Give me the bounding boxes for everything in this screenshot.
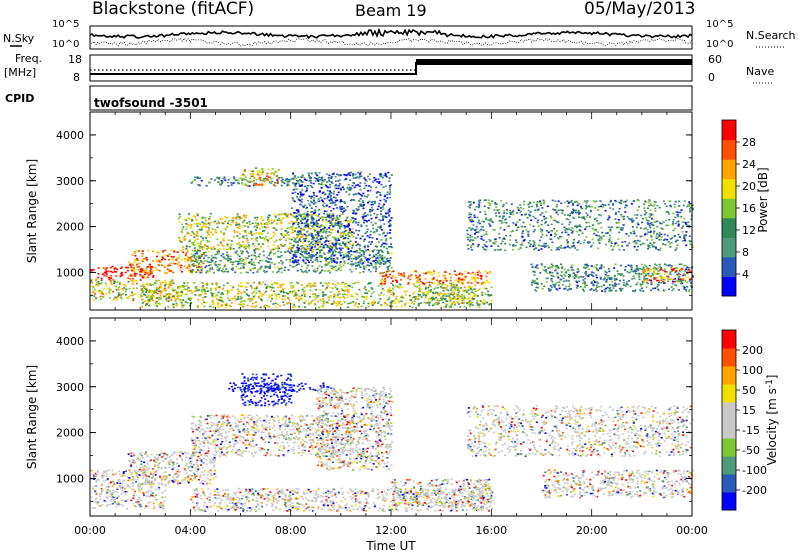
- nave-tick-low: 0: [708, 71, 715, 84]
- noise-panel: N.Sky 10^5 10^0 10^5 10^0 N.Search: [3, 19, 796, 50]
- colorbar-tick-label: 200: [742, 344, 763, 357]
- echo-region: [240, 167, 280, 187]
- cpid-panel: CPID twofsound -3501: [5, 85, 693, 111]
- freq-tick-low: 8: [73, 71, 80, 84]
- station-title: Blackstone (fitACF): [92, 0, 254, 19]
- colorbar-tick-label: -100: [742, 464, 767, 477]
- colorbar-tick-label: 50: [742, 384, 756, 397]
- echo-region: [315, 386, 393, 471]
- y-tick-label: 2000: [56, 221, 84, 234]
- nsearch-label: N.Search: [746, 29, 796, 42]
- x-tick-label: 08:00: [275, 524, 307, 537]
- velocity-colorbar-label: Velocity [m s-1]: [765, 375, 779, 466]
- x-tick-label: 00:00: [676, 524, 708, 537]
- noise-sky-line: [89, 27, 693, 40]
- echo-region: [90, 469, 167, 510]
- y-tick-label: 4000: [56, 335, 84, 348]
- date-title: 05/May/2013: [584, 0, 696, 19]
- freq-unit-label: [MHz]: [4, 66, 36, 79]
- y-tick-label: 1000: [56, 472, 84, 485]
- colorbar-tick-label: 15: [742, 404, 756, 417]
- x-tick-label: 16:00: [475, 524, 507, 537]
- colorbar-tick-label: 12: [742, 224, 756, 237]
- nave-label: Nave: [746, 65, 774, 78]
- colorbar-tick-label: 24: [742, 158, 756, 171]
- frequency-panel: Freq. [MHz] 18 8 60 0 Nave: [4, 52, 774, 84]
- velocity-y-label: Slant Range [km]: [25, 365, 39, 469]
- y-tick-label: 4000: [56, 129, 84, 142]
- echo-region: [240, 373, 293, 407]
- noise-tick-low-right: 10^0: [706, 39, 733, 50]
- x-tick-label: 12:00: [375, 524, 407, 537]
- colorbar-tick-label: 8: [742, 246, 749, 259]
- x-tick-label: 00:00: [74, 524, 106, 537]
- echo-region: [466, 199, 694, 252]
- x-tick-label: 04:00: [174, 524, 206, 537]
- cpid-value: twofsound -3501: [94, 96, 208, 110]
- noise-tick-low-left: 10^0: [52, 39, 79, 50]
- x-axis-ticks: 00:00 04:00 08:00 12:00 16:00 20:00 00:00: [74, 524, 708, 537]
- velocity-panel: 1000 2000 3000 4000 Slant Range [km] 200 100…: [25, 317, 779, 517]
- echo-region: [642, 267, 694, 283]
- echo-region: [140, 281, 481, 309]
- power-colorbar: 4 8 12 16 20 24 28: [721, 119, 756, 297]
- power-y-label: Slant Range [km]: [25, 159, 39, 263]
- freq-tick-high: 18: [68, 53, 82, 66]
- x-axis-label: Time UT: [365, 539, 416, 553]
- y-tick-label: 3000: [56, 381, 84, 394]
- beam-title: Beam 19: [355, 1, 427, 20]
- power-panel: 1000 2000 3000 4000 Slant Range [km] 4 8 12 16…: [25, 111, 770, 311]
- echo-region: [90, 265, 155, 281]
- colorbar-tick-label: 20: [742, 180, 756, 193]
- velocity-colorbar-label-sup: -1: [765, 379, 775, 388]
- echo-region: [466, 405, 694, 458]
- noise-tick-high-right: 10^5: [706, 19, 733, 30]
- velocity-colorbar-label-end: ]: [765, 375, 779, 380]
- echo-region: [541, 469, 694, 499]
- y-tick-label: 3000: [56, 175, 84, 188]
- velocity-echoes: [90, 373, 694, 513]
- velocity-colorbar: 200 100 50 15 -15 -50 -100 -200: [721, 329, 767, 511]
- freq-label: Freq.: [15, 52, 42, 65]
- echo-region: [379, 270, 492, 286]
- echo-region: [391, 478, 494, 508]
- nave-tick-high: 60: [708, 53, 722, 66]
- x-tick-label: 20:00: [576, 524, 608, 537]
- velocity-colorbar-label-main: Velocity [m s: [765, 388, 779, 465]
- y-tick-label: 1000: [56, 266, 84, 279]
- echo-region: [416, 286, 493, 307]
- colorbar-tick-label: 4: [742, 268, 749, 281]
- colorbar-tick-label: 100: [742, 364, 763, 377]
- y-tick-label: 2000: [56, 427, 84, 440]
- colorbar-tick-label: 16: [742, 202, 756, 215]
- colorbar-tick-label: -200: [742, 484, 767, 497]
- nsky-label: N.Sky: [3, 32, 35, 45]
- colorbar-tick-label: -50: [742, 444, 760, 457]
- noise-tick-high-left: 10^5: [52, 19, 79, 30]
- echo-region: [127, 450, 218, 485]
- power-echoes: [90, 167, 694, 309]
- nave-bar: [416, 59, 692, 65]
- colorbar-tick-label: 28: [742, 136, 756, 149]
- power-colorbar-label: Power [dB]: [756, 167, 770, 232]
- echo-region: [290, 171, 393, 265]
- colorbar-tick-label: -15: [742, 424, 760, 437]
- cpid-label: CPID: [5, 92, 34, 105]
- echo-region: [190, 414, 356, 458]
